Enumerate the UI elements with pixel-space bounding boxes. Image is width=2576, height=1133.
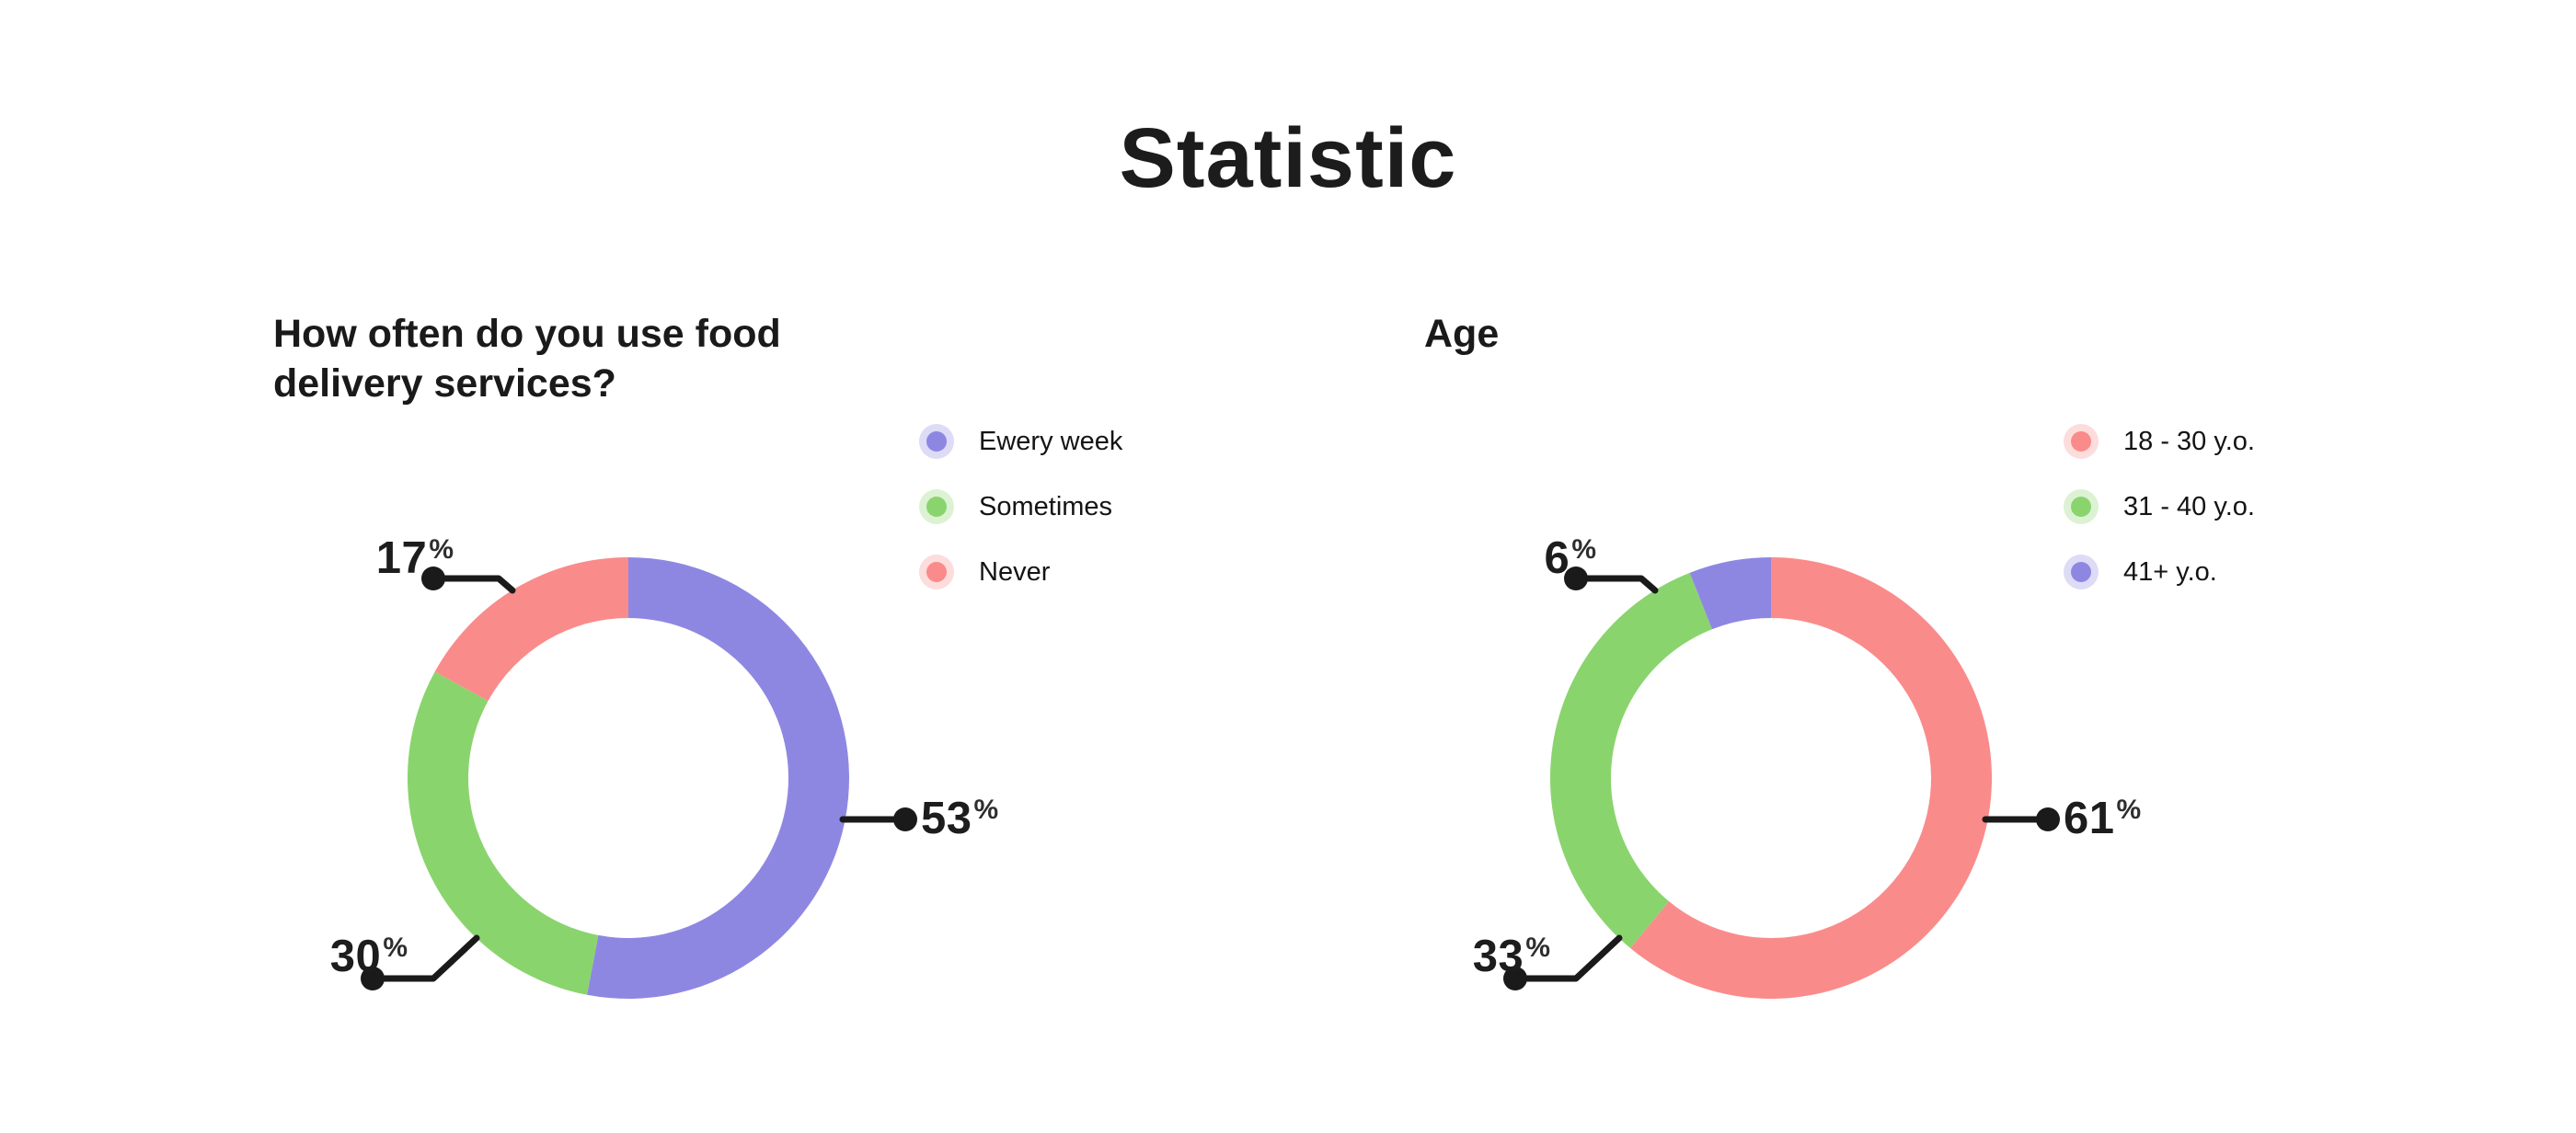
percent-sign: % bbox=[973, 795, 999, 825]
legend-label: Ewery week bbox=[979, 426, 1123, 456]
callout-value: 30 bbox=[329, 932, 382, 981]
callout-leader-line bbox=[369, 934, 480, 982]
callout-value: 33 bbox=[1472, 932, 1524, 981]
page-title: Statistic bbox=[1119, 111, 1457, 205]
callout-dot bbox=[893, 807, 917, 831]
callout-leader-line bbox=[1512, 934, 1623, 982]
legend-label: 31 - 40 y.o. bbox=[2123, 491, 2255, 521]
callout-leader-line bbox=[1572, 575, 1659, 594]
legend-dot-green bbox=[926, 497, 947, 517]
callout-value: 17 bbox=[375, 533, 428, 583]
legend-label: Never bbox=[979, 556, 1051, 587]
donut-slice bbox=[1550, 572, 1712, 948]
callout-dot bbox=[421, 566, 445, 590]
legend-item-41plus: 41+ y.o. bbox=[2064, 555, 2255, 589]
percent-sign: % bbox=[429, 534, 454, 565]
callout-41plus-6: 6% bbox=[1440, 536, 1596, 581]
donut-slice bbox=[1689, 557, 1771, 630]
legend-item-never: Never bbox=[919, 555, 1122, 589]
donut-slice bbox=[587, 557, 849, 999]
legend-label: Sometimes bbox=[979, 491, 1113, 521]
legend-item-18-30: 18 - 30 y.o. bbox=[2064, 424, 2255, 459]
callout-never-17: 17% bbox=[297, 536, 454, 581]
legend-label: 18 - 30 y.o. bbox=[2123, 426, 2255, 456]
callout-value: 53 bbox=[921, 794, 972, 843]
percent-sign: % bbox=[1525, 933, 1550, 963]
legend-food-delivery: Ewery week Sometimes Never bbox=[919, 424, 1122, 589]
callout-value: 6 bbox=[1544, 533, 1570, 583]
chart-title-age: Age bbox=[1424, 312, 1500, 356]
donut-slice bbox=[434, 557, 628, 702]
chart-title-food-delivery: How often do you use food delivery servi… bbox=[273, 312, 781, 406]
legend-dot-red bbox=[2071, 431, 2091, 452]
legend-dot-red bbox=[926, 562, 947, 582]
percent-sign: % bbox=[1571, 534, 1596, 565]
donut-slice bbox=[1630, 557, 1992, 999]
percent-sign: % bbox=[2116, 795, 2142, 825]
callout-dot bbox=[1564, 566, 1588, 590]
callout-sometimes-30: 30% bbox=[224, 934, 408, 979]
callout-31-40-33: 33% bbox=[1366, 934, 1550, 979]
percent-sign: % bbox=[383, 933, 408, 963]
donut-slice bbox=[407, 671, 599, 995]
legend-dot-purple bbox=[2071, 562, 2091, 582]
legend-item-ewery-week: Ewery week bbox=[919, 424, 1122, 459]
legend-dot-green bbox=[2071, 497, 2091, 517]
callout-dot bbox=[1503, 967, 1527, 990]
legend-item-sometimes: Sometimes bbox=[919, 489, 1122, 524]
legend-dot-purple bbox=[926, 431, 947, 452]
callout-leader-line bbox=[430, 575, 516, 594]
callout-18-30-61: 61% bbox=[2064, 796, 2141, 841]
callout-value: 61 bbox=[2064, 794, 2115, 843]
legend-label: 41+ y.o. bbox=[2123, 556, 2217, 587]
legend-item-31-40: 31 - 40 y.o. bbox=[2064, 489, 2255, 524]
callout-dot bbox=[2036, 807, 2060, 831]
callout-ewery-week-53: 53% bbox=[921, 796, 998, 841]
legend-age: 18 - 30 y.o. 31 - 40 y.o. 41+ y.o. bbox=[2064, 424, 2255, 589]
callout-dot bbox=[361, 967, 385, 990]
